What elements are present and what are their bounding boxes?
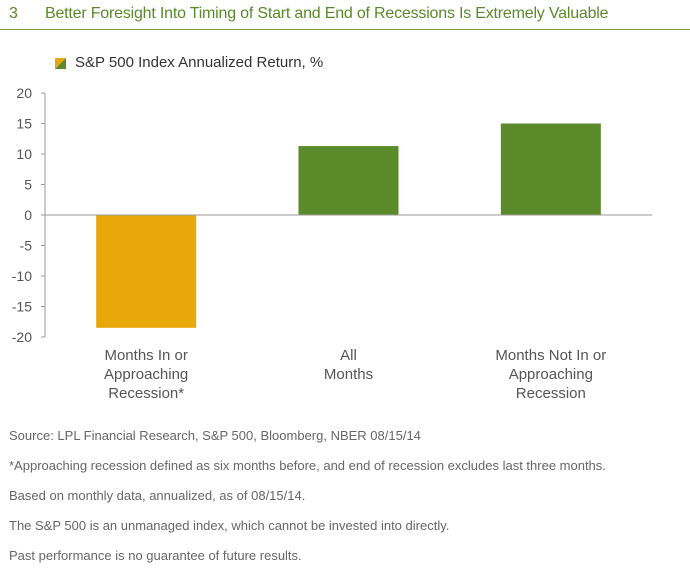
x-tick-label: Approaching [104,366,188,383]
y-tick-label: 5 [24,177,32,193]
bar-chart: 20 15 10 5 0 -5 -10 -15 -20 Months In or Approach… [12,85,652,402]
footnotes: Source: LPL Financial Research, S&P 500,… [9,428,679,578]
legend-label: S&P 500 Index Annualized Return, % [75,54,324,71]
footnote-index-note: The S&P 500 is an unmanaged index, which… [9,518,450,533]
y-tick-label: 20 [16,85,32,101]
y-tick-label: -10 [12,268,32,284]
figure-header: 3 Better Foresight Into Timing of Start … [0,0,690,30]
bar [298,146,399,215]
y-tick-label: -20 [12,329,32,345]
x-tick-label: Months Not In or [495,347,606,364]
figure-number: 3 [9,5,18,22]
y-tick-label: 15 [16,116,32,132]
y-tick-label: 10 [16,146,32,162]
bars [96,123,601,328]
x-tick-label: Recession* [108,385,184,402]
y-tick-label: -5 [20,238,33,254]
footnote-disclaimer: Past performance is no guarantee of futu… [9,548,302,563]
x-axis-labels: Months In or Approaching Recession* All Mont… [104,347,606,402]
bar [96,215,197,328]
x-tick-label: Recession [516,385,586,402]
x-tick-label: Approaching [509,366,593,383]
y-tick-label: -15 [12,299,32,315]
footnote-basis: Based on monthly data, annualized, as of… [9,488,306,503]
x-tick-label: Months In or [104,347,187,364]
y-axis: 20 15 10 5 0 -5 -10 -15 -20 [12,85,46,345]
legend-swatch-icon [55,58,66,69]
footnote-source: Source: LPL Financial Research, S&P 500,… [9,428,421,443]
y-tick-label: 0 [24,207,32,223]
x-tick-label: Months [324,366,373,383]
bar [500,123,601,215]
figure-title: Better Foresight Into Timing of Start an… [45,5,609,22]
x-tick-label: All [340,347,357,364]
header-rule [0,29,690,30]
footnote-definition: *Approaching recession defined as six mo… [9,458,606,473]
